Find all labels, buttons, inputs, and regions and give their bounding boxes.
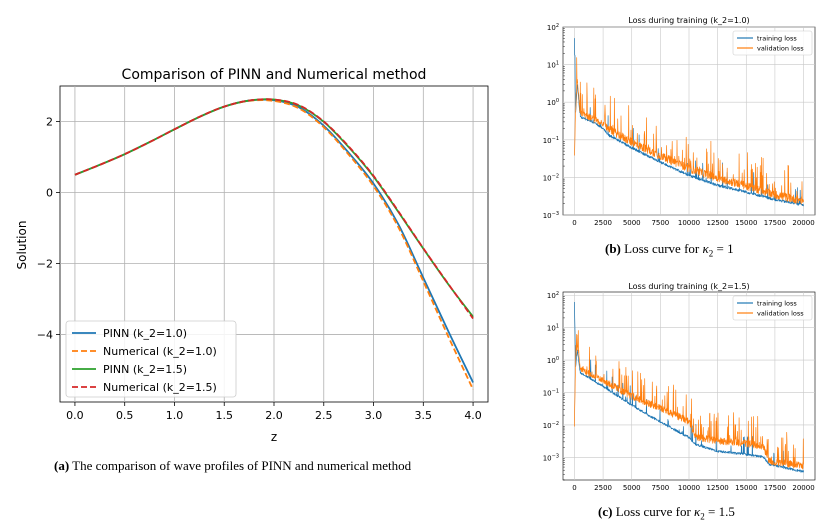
caption-b-eq: = 1 bbox=[713, 241, 734, 256]
legend-label: validation loss bbox=[757, 45, 804, 53]
x-tick-label: 2500 bbox=[594, 484, 612, 492]
chart-c-legend: training loss validation loss bbox=[732, 295, 813, 321]
x-tick-label: 20000 bbox=[792, 484, 814, 492]
chart-a-y-ticks: 2 0 −2 −4 bbox=[37, 116, 60, 342]
y-tick-label: 10−2 bbox=[543, 421, 559, 430]
caption-a: (a) The comparison of wave profiles of P… bbox=[54, 458, 411, 474]
chart-c-x-ticks: 0 2500 5000 7500 10000 12500 15000 17500 20000 bbox=[572, 484, 814, 492]
x-tick-label: 17500 bbox=[764, 484, 786, 492]
series-line bbox=[574, 57, 804, 205]
chart-c-title: Loss during training (k_2=1.5) bbox=[628, 282, 749, 291]
caption-a-label: (a) bbox=[54, 458, 70, 473]
x-tick-label: 0 bbox=[572, 219, 576, 227]
x-tick-label: 5000 bbox=[623, 484, 641, 492]
caption-b-kappa: κ bbox=[702, 241, 709, 256]
chart-b-legend: training loss validation loss bbox=[732, 30, 813, 56]
y-tick-label: 0 bbox=[46, 187, 53, 200]
wave-profile-chart: Comparison of PINN and Numerical method … bbox=[15, 67, 489, 444]
chart-c-grid bbox=[563, 292, 815, 480]
caption-c-sub: 2 bbox=[700, 511, 705, 522]
chart-b-x-ticks: 0 2500 5000 7500 10000 12500 15000 17500 20000 bbox=[572, 219, 814, 227]
y-tick-label: 2 bbox=[46, 116, 53, 129]
y-tick-label: 10−1 bbox=[543, 388, 559, 397]
legend-label: PINN (k_2=1.5) bbox=[103, 363, 187, 376]
chart-b-title: Loss during training (k_2=1.0) bbox=[628, 16, 749, 25]
chart-a-title: Comparison of PINN and Numerical method bbox=[122, 67, 427, 83]
x-tick-label: 2500 bbox=[594, 219, 612, 227]
caption-c: (c) Loss curve for κ2 = 1.5 bbox=[598, 504, 735, 522]
x-tick-label: 1.0 bbox=[166, 409, 184, 422]
chart-c-y-ticks: 10−3 10−2 10−1 100 101 102 bbox=[543, 291, 565, 481]
chart-a-xlabel: z bbox=[271, 430, 277, 444]
legend-label: training loss bbox=[757, 300, 797, 308]
chart-a-ylabel: Solution bbox=[15, 221, 29, 270]
y-tick-label: 102 bbox=[547, 23, 559, 32]
x-tick-label: 5000 bbox=[623, 219, 641, 227]
chart-c-series bbox=[574, 301, 804, 473]
x-tick-label: 20000 bbox=[792, 219, 814, 227]
chart-a-series bbox=[74, 98, 474, 390]
series-line bbox=[574, 301, 804, 473]
legend-label: PINN (k_2=1.0) bbox=[103, 327, 187, 340]
x-tick-label: 10000 bbox=[678, 219, 700, 227]
legend-label: Numerical (k_2=1.5) bbox=[103, 381, 217, 394]
x-tick-label: 0.5 bbox=[116, 409, 134, 422]
chart-b-grid bbox=[563, 26, 815, 216]
y-tick-label: −2 bbox=[37, 258, 53, 271]
y-tick-label: 10−2 bbox=[543, 173, 559, 182]
caption-c-text: Loss curve for bbox=[612, 504, 695, 519]
x-tick-label: 12500 bbox=[706, 484, 728, 492]
caption-b: (b) Loss curve for κ2 = 1 bbox=[605, 241, 734, 259]
series-line bbox=[74, 98, 474, 320]
caption-b-sub: 2 bbox=[708, 248, 714, 259]
legend-label: training loss bbox=[757, 35, 797, 43]
chart-a-x-ticks: 0.0 0.5 1.0 1.5 2.0 2.5 3.0 3.5 4.0 bbox=[66, 402, 482, 422]
chart-b-series bbox=[574, 38, 804, 207]
loss-chart-k15: Loss during training (k_2=1.5) 0 2500 5000… bbox=[543, 282, 816, 492]
loss-chart-k1: Loss during training (k_2=1.0) 0 2500 5000… bbox=[543, 16, 816, 227]
x-tick-label: 7500 bbox=[651, 219, 669, 227]
y-tick-label: 102 bbox=[547, 291, 559, 300]
y-tick-label: −4 bbox=[37, 329, 53, 342]
caption-a-text: The comparison of wave profiles of PINN … bbox=[69, 458, 412, 473]
x-tick-label: 12500 bbox=[706, 219, 728, 227]
x-tick-label: 15000 bbox=[735, 219, 757, 227]
x-tick-label: 3.5 bbox=[415, 409, 433, 422]
x-tick-label: 0 bbox=[572, 484, 576, 492]
x-tick-label: 1.5 bbox=[215, 409, 233, 422]
x-tick-label: 2.5 bbox=[315, 409, 333, 422]
x-tick-label: 3.0 bbox=[365, 409, 383, 422]
x-tick-label: 17500 bbox=[764, 219, 786, 227]
x-tick-label: 2.0 bbox=[265, 409, 283, 422]
caption-c-label: (c) bbox=[598, 504, 613, 519]
chart-a-legend: PINN (k_2=1.0) Numerical (k_2=1.0) PINN (k… bbox=[65, 320, 237, 398]
y-tick-label: 10−1 bbox=[543, 136, 559, 145]
caption-b-label: (b) bbox=[605, 241, 621, 256]
y-tick-label: 100 bbox=[547, 356, 559, 365]
legend-label: Numerical (k_2=1.0) bbox=[103, 345, 217, 358]
y-tick-label: 101 bbox=[547, 61, 559, 70]
caption-c-kappa: κ bbox=[694, 504, 701, 519]
y-tick-label: 101 bbox=[547, 324, 559, 333]
y-tick-label: 100 bbox=[547, 98, 559, 107]
legend-label: validation loss bbox=[757, 310, 804, 318]
x-tick-label: 7500 bbox=[651, 484, 669, 492]
x-tick-label: 15000 bbox=[735, 484, 757, 492]
caption-c-eq: = 1.5 bbox=[704, 504, 735, 519]
x-tick-label: 4.0 bbox=[464, 409, 482, 422]
caption-b-text: Loss curve for bbox=[620, 241, 703, 256]
x-tick-label: 0.0 bbox=[66, 409, 84, 422]
y-tick-label: 10−3 bbox=[543, 453, 559, 462]
x-tick-label: 10000 bbox=[678, 484, 700, 492]
series-line bbox=[574, 330, 804, 470]
y-tick-label: 10−3 bbox=[543, 211, 559, 220]
chart-b-y-ticks: 10−3 10−2 10−1 100 101 102 bbox=[543, 23, 565, 220]
